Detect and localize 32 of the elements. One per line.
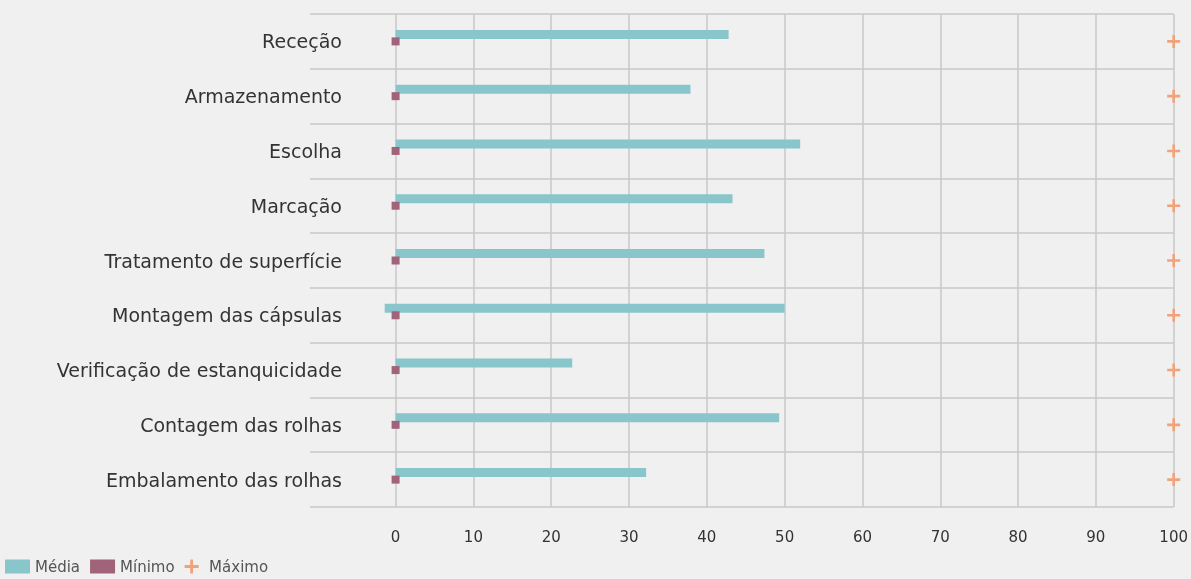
x-tick-label: 20: [541, 527, 561, 546]
x-tick-label: 90: [1086, 527, 1106, 546]
x-tick-label: 70: [930, 527, 950, 546]
x-tick-label: 40: [697, 527, 717, 546]
bar: [395, 194, 733, 204]
y-tick-label: Verificação de estanquicidade: [56, 359, 342, 382]
y-tick-label: Marcação: [250, 194, 342, 217]
bar: [384, 303, 785, 313]
bar: [395, 413, 780, 423]
y-tick-label: Embalamento das rolhas: [105, 468, 342, 491]
x-tick-label: 30: [619, 527, 639, 546]
x-tick-label: 100: [1159, 527, 1189, 546]
x-tick-label: 60: [852, 527, 872, 546]
y-tick-label: Receção: [262, 30, 342, 53]
y-tick-label: Escolha: [269, 139, 342, 162]
bar: [395, 249, 765, 258]
y-tick-label: Contagem das rolhas: [140, 413, 342, 436]
x-tick-label: 80: [1008, 527, 1028, 546]
x-tick-label: 50: [775, 527, 795, 546]
x-tick-label: 0: [390, 527, 401, 546]
bar: [395, 29, 729, 39]
bar: [395, 84, 691, 94]
legend-label: Máximo: [209, 557, 269, 576]
y-tick-label: Armazenamento: [184, 85, 342, 108]
bar: [395, 139, 801, 149]
legend-label: Mínimo: [120, 557, 175, 576]
x-tick-label: 10: [463, 527, 483, 546]
y-tick-label: Tratamento de superfície: [103, 249, 342, 272]
legend-label: Média: [35, 557, 81, 576]
y-tick-label: Montagem das cápsulas: [111, 304, 342, 327]
bar: [395, 358, 573, 368]
bar: [395, 468, 647, 478]
